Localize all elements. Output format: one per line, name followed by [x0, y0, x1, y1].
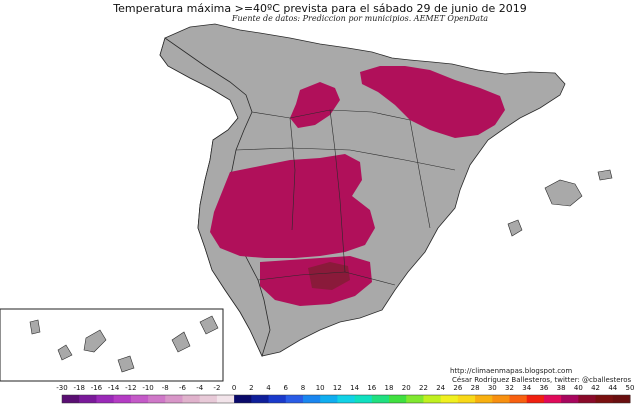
color-scale-swatch — [148, 395, 166, 403]
color-scale-label: -30 — [56, 384, 68, 392]
color-scale-label: 20 — [401, 384, 411, 392]
color-scale-label: -16 — [90, 384, 103, 392]
color-scale-label: 24 — [436, 384, 446, 392]
color-scale-swatch — [79, 395, 97, 403]
color-scale-label: -18 — [73, 384, 85, 392]
color-scale-swatch — [182, 395, 201, 403]
color-scale-swatch — [234, 395, 252, 403]
color-scale-swatch — [371, 395, 390, 403]
color-scale-bar — [61, 394, 631, 404]
color-scale-swatch — [595, 395, 614, 403]
color-scale-label: 40 — [573, 384, 583, 392]
color-scale-label: 10 — [315, 384, 325, 392]
color-scale-label: 18 — [384, 384, 394, 392]
color-scale-label: 42 — [591, 384, 601, 392]
color-scale-swatch — [285, 395, 304, 403]
color-scale-swatch — [337, 395, 356, 403]
color-scale-label: -10 — [142, 384, 154, 392]
color-scale-label: 6 — [283, 384, 288, 392]
color-scale-swatch — [423, 395, 442, 403]
color-scale-swatch — [492, 395, 511, 403]
color-scale-label: -14 — [107, 384, 120, 392]
color-scale-swatch — [130, 395, 149, 403]
color-scale-swatch — [561, 395, 579, 403]
color-scale-swatch — [578, 395, 597, 403]
color-scale-swatch — [475, 395, 493, 403]
color-scale-labels: -30 -18 -16 -14 -12 -10 -8 -6 -4 -2 0 2 4 6 8 10 12 14 16 1… — [0, 384, 640, 394]
canary-inset-frame — [0, 308, 224, 382]
color-scale-label: 44 — [608, 384, 618, 392]
color-scale-label: -8 — [161, 384, 169, 392]
color-scale-swatch — [199, 395, 218, 403]
color-scale-swatch — [268, 395, 287, 403]
color-scale-swatch — [612, 395, 631, 403]
color-scale-label: 28 — [470, 384, 480, 392]
color-scale-label: 16 — [367, 384, 377, 392]
color-scale-label: -6 — [178, 384, 186, 392]
color-scale-label: 14 — [350, 384, 360, 392]
color-scale-swatch — [320, 395, 338, 403]
map-subtitle: Fuente de datos: Prediccion por municipi… — [231, 14, 489, 23]
color-scale-swatch — [96, 395, 115, 403]
color-scale-label: 34 — [522, 384, 532, 392]
color-scale-label: 8 — [300, 384, 306, 392]
color-scale-swatch — [389, 395, 407, 403]
regional-borders — [235, 109, 456, 286]
color-scale-swatch — [440, 395, 459, 403]
color-scale-swatch — [216, 395, 235, 403]
color-scale-label: 38 — [556, 384, 566, 392]
color-scale-swatch — [251, 395, 270, 403]
color-scale-swatch — [165, 395, 183, 403]
mallorca — [544, 179, 583, 207]
color-scale-label: 36 — [539, 384, 549, 392]
color-scale-swatch — [113, 395, 132, 403]
color-scale-swatch — [406, 395, 424, 403]
color-scale-label: 4 — [266, 384, 271, 392]
color-scale-label: 30 — [487, 384, 497, 392]
ibiza — [507, 219, 523, 237]
color-scale-swatch — [457, 395, 476, 403]
color-scale-label: -2 — [213, 384, 221, 392]
map-title: Temperatura máxima >=40ºC prevista para … — [113, 2, 527, 15]
color-scale-label: -4 — [196, 384, 204, 392]
color-scale-frame — [61, 394, 631, 404]
color-scale-swatch — [526, 395, 545, 403]
heat-area-42c — [308, 262, 350, 290]
color-scale-label: 2 — [249, 384, 254, 392]
color-scale-label: 50 — [625, 384, 635, 392]
color-scale-swatch — [62, 395, 80, 403]
credit-url: http://climaenmapas.blogspot.com — [450, 367, 573, 375]
portugal — [159, 37, 271, 358]
canary-islands — [29, 315, 219, 373]
color-scale-swatch — [354, 395, 373, 403]
color-scale-label: 0 — [231, 384, 237, 392]
color-scale-swatch — [302, 395, 321, 403]
credit-author: César Rodríguez Ballesteros, twitter: @c… — [452, 376, 632, 384]
color-scale-swatch — [509, 395, 528, 403]
color-scale-label: -12 — [125, 384, 137, 392]
color-scale-label: 12 — [332, 384, 342, 392]
color-scale-label: 22 — [418, 384, 428, 392]
color-scale-label: 32 — [505, 384, 514, 392]
menorca — [597, 169, 613, 181]
color-scale-swatch — [543, 395, 562, 403]
color-scale-label: 26 — [453, 384, 463, 392]
